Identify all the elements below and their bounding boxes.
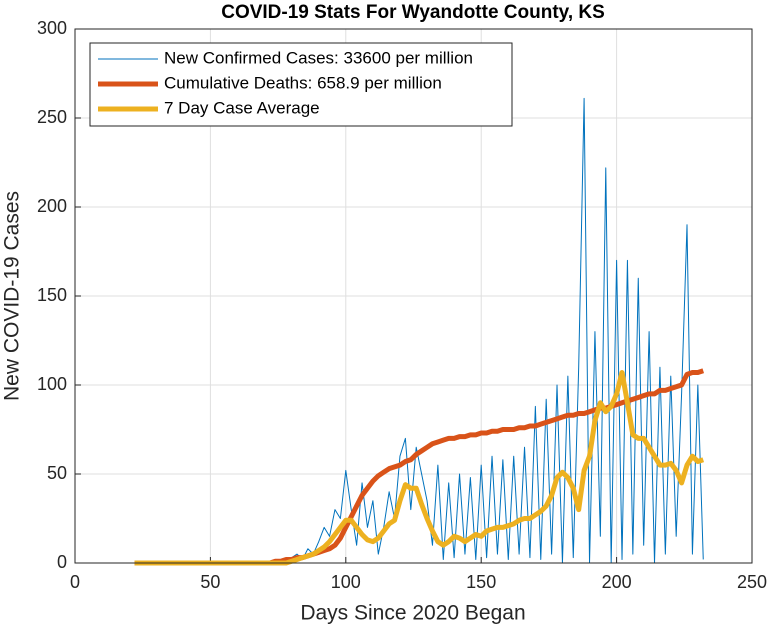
- legend-label: Cumulative Deaths: 658.9 per million: [164, 73, 442, 92]
- x-tick-label: 50: [200, 572, 220, 592]
- y-tick-label: 0: [57, 552, 67, 572]
- y-tick-label: 50: [47, 463, 67, 483]
- x-tick-label: 150: [466, 572, 496, 592]
- y-tick-label: 300: [37, 18, 67, 38]
- legend-box: [89, 42, 513, 127]
- legend-label: 7 Day Case Average: [164, 98, 320, 117]
- x-tick-label: 0: [70, 572, 80, 592]
- y-tick-label: 200: [37, 196, 67, 216]
- chart-title: COVID-19 Stats For Wyandotte County, KS: [221, 2, 605, 23]
- x-tick-label: 250: [737, 572, 767, 592]
- x-axis-label: Days Since 2020 Began: [300, 602, 525, 625]
- x-tick-label: 100: [331, 572, 361, 592]
- y-tick-label: 100: [37, 374, 67, 394]
- legend-label: New Confirmed Cases: 33600 per million: [164, 48, 473, 67]
- legend: New Confirmed Cases: 33600 per million Cu…: [89, 42, 513, 127]
- x-tick-label: 200: [602, 572, 632, 592]
- y-axis-label: New COVID-19 Cases: [1, 191, 24, 401]
- y-tick-label: 250: [37, 107, 67, 127]
- axes-box: [74, 28, 753, 564]
- y-tick-label: 150: [37, 285, 67, 305]
